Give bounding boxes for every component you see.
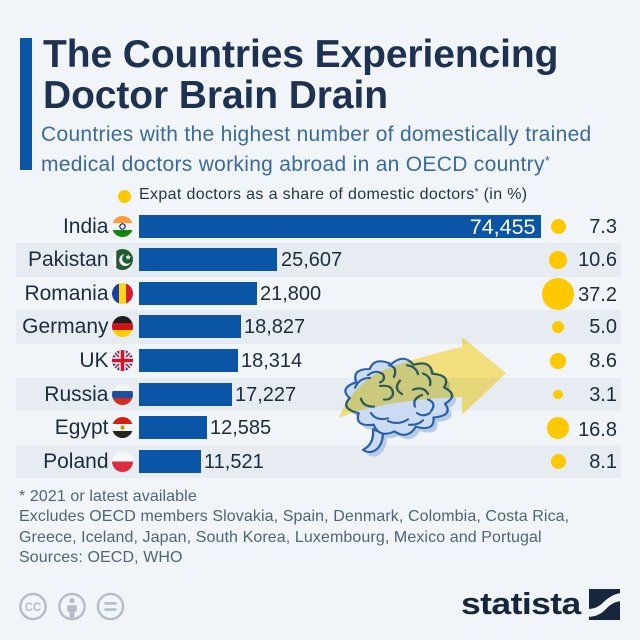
svg-text:CC: CC [25, 602, 42, 614]
